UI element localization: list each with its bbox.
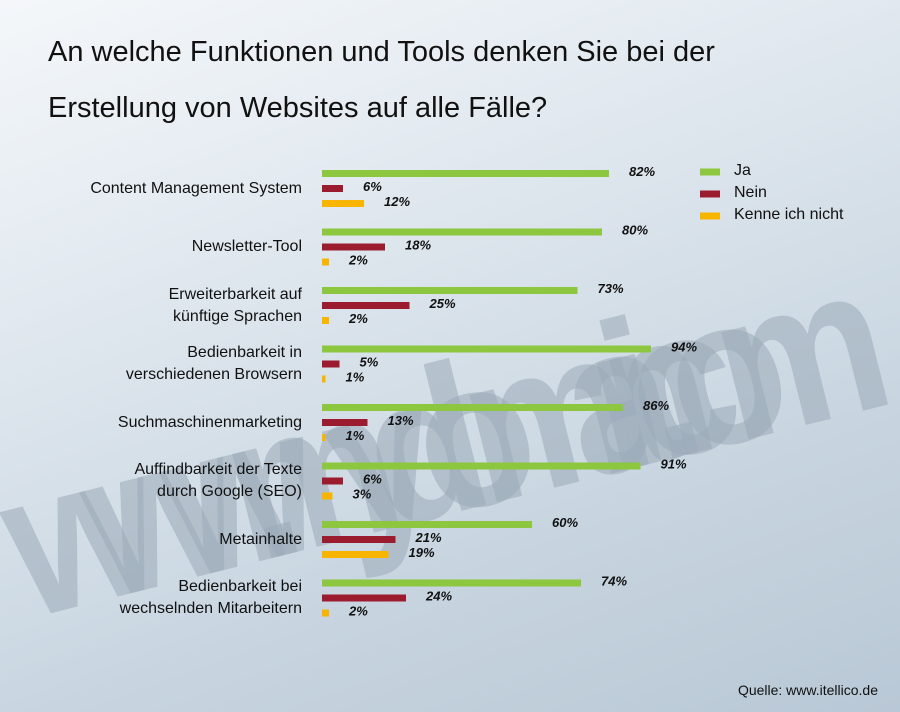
category-label: Erweiterbarkeit auf künftige Sprachen (168, 285, 302, 325)
bar (322, 302, 410, 309)
value-label: 2% (348, 252, 368, 267)
category-label: Auffindbarkeit der Texte durch Google (S… (134, 461, 302, 500)
bar (322, 521, 532, 528)
source: Quelle: www.itellico.de (737, 682, 878, 698)
value-label: 21% (415, 530, 442, 545)
bar (322, 462, 641, 470)
value-label: 5% (360, 354, 379, 369)
bar (322, 477, 343, 485)
bar (322, 345, 651, 353)
value-label: 6% (363, 179, 382, 194)
value-label: 94% (671, 339, 697, 354)
bar (322, 200, 364, 207)
bar (322, 258, 329, 266)
bar (322, 185, 343, 192)
value-label: 2% (348, 603, 368, 618)
bar (322, 287, 578, 294)
category-label: Content Management System (90, 179, 302, 197)
bar (322, 536, 396, 543)
legend-label: Nein (734, 184, 767, 201)
value-label: 3% (353, 486, 372, 501)
value-label: 18% (405, 237, 431, 252)
value-label: 80% (622, 222, 648, 237)
value-label: 91% (661, 456, 687, 471)
chart-title: An welche Funktionen und Tools denken Si… (48, 36, 715, 124)
bar (322, 419, 368, 426)
category-label: Bedienbarkeit bei wechselnden Mitarbeite… (119, 578, 302, 617)
value-label: 2% (348, 311, 368, 326)
bar (322, 404, 623, 411)
bar (322, 609, 329, 617)
bar (322, 360, 340, 368)
value-label: 1% (346, 369, 365, 384)
value-label: 25% (429, 296, 456, 311)
value-label: 86% (643, 398, 669, 413)
value-label: 12% (384, 194, 410, 209)
value-label: 1% (346, 428, 365, 443)
value-label: 73% (598, 281, 624, 296)
bar (322, 551, 389, 558)
value-label: 13% (388, 413, 414, 428)
category-label: Suchmaschinenmarketing (117, 413, 302, 431)
legend-swatch (700, 212, 720, 220)
value-label: 6% (363, 471, 382, 486)
legend-label: Ja (734, 162, 751, 179)
bar (322, 434, 326, 441)
category-label: Metainhalte (219, 530, 302, 548)
value-label: 60% (552, 515, 578, 530)
bar (322, 243, 385, 251)
bar (322, 228, 602, 236)
category-label: Bedienbarkeit in verschiedenen Browsern (125, 344, 302, 383)
bar (322, 492, 333, 500)
value-label: 82% (629, 164, 655, 179)
bar (322, 317, 329, 324)
value-label: 19% (409, 545, 435, 560)
bar (322, 594, 406, 602)
bar (322, 170, 609, 177)
legend-swatch (700, 190, 720, 198)
value-label: 74% (601, 573, 627, 588)
bar (322, 375, 326, 383)
legend-swatch (700, 168, 720, 176)
bar (322, 579, 581, 587)
value-label: 24% (425, 588, 452, 603)
category-label: Newsletter-Tool (191, 238, 302, 255)
legend-label: Kenne ich nicht (734, 206, 844, 223)
